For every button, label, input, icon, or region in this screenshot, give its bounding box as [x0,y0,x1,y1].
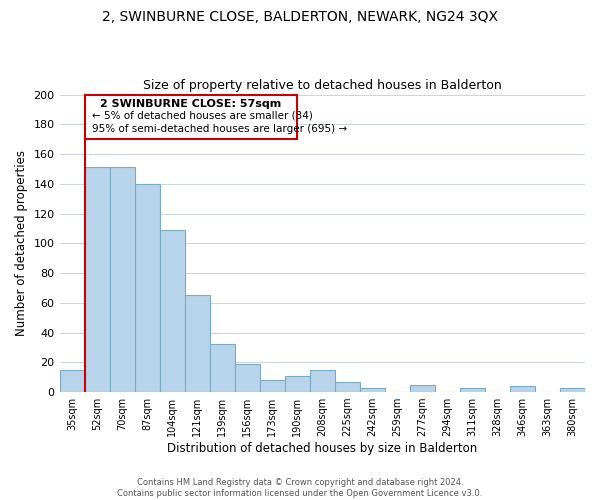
Bar [85,168,110,392]
Bar [260,380,285,392]
Bar [235,364,260,392]
Bar [209,344,235,392]
Bar [110,168,134,392]
Bar [185,296,209,392]
Bar [134,184,160,392]
Bar [310,370,335,392]
Bar [560,388,585,392]
Bar [410,384,435,392]
Text: 2 SWINBURNE CLOSE: 57sqm: 2 SWINBURNE CLOSE: 57sqm [100,99,281,109]
Title: Size of property relative to detached houses in Balderton: Size of property relative to detached ho… [143,79,502,92]
Y-axis label: Number of detached properties: Number of detached properties [15,150,28,336]
Bar [160,230,185,392]
Bar [335,382,360,392]
Bar [285,376,310,392]
Bar [59,370,85,392]
Bar [460,388,485,392]
X-axis label: Distribution of detached houses by size in Balderton: Distribution of detached houses by size … [167,442,478,455]
Text: ← 5% of detached houses are smaller (34): ← 5% of detached houses are smaller (34) [92,111,313,121]
Text: 95% of semi-detached houses are larger (695) →: 95% of semi-detached houses are larger (… [92,124,347,134]
Text: 2, SWINBURNE CLOSE, BALDERTON, NEWARK, NG24 3QX: 2, SWINBURNE CLOSE, BALDERTON, NEWARK, N… [102,10,498,24]
Bar [360,388,385,392]
FancyBboxPatch shape [85,94,297,139]
Text: Contains HM Land Registry data © Crown copyright and database right 2024.
Contai: Contains HM Land Registry data © Crown c… [118,478,482,498]
Bar [510,386,535,392]
